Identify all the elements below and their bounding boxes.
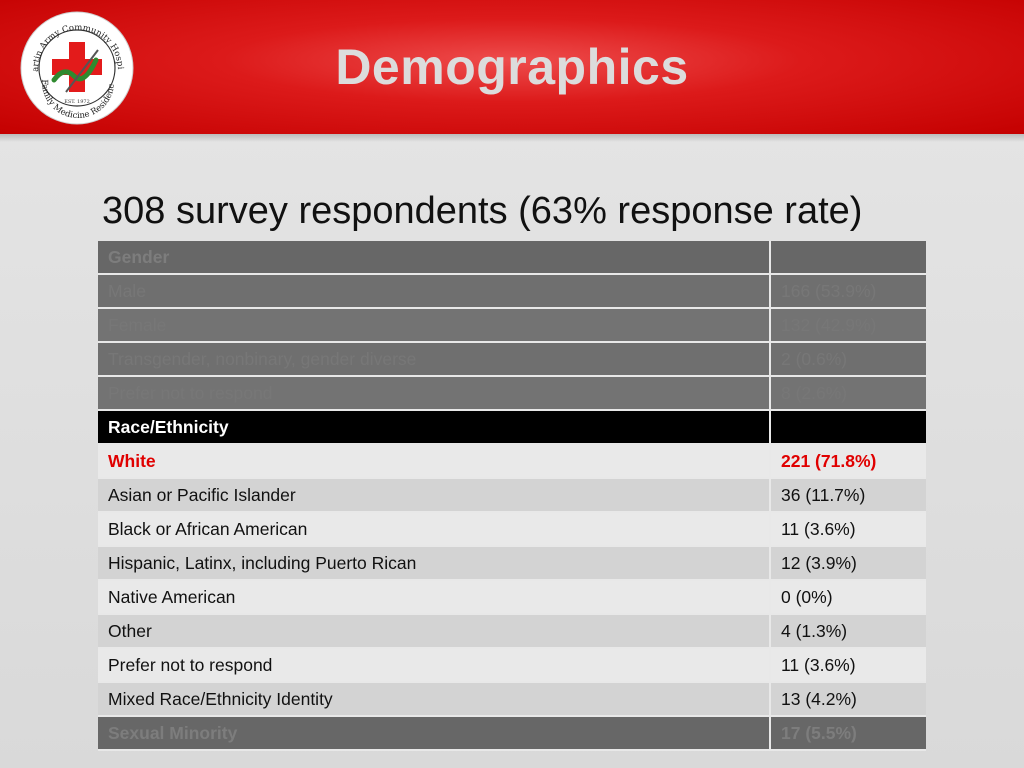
row-label: Hispanic, Latinx, including Puerto Rican bbox=[98, 547, 771, 579]
page-title: Demographics bbox=[335, 39, 689, 95]
row-label: Female bbox=[98, 309, 771, 341]
hospital-logo: Martin Army Community Hospital Family Me… bbox=[14, 3, 136, 126]
sexual-minority-value: 17 (5.5%) bbox=[771, 717, 926, 749]
table-row: Prefer not to respond 8 (2.6%) bbox=[98, 377, 926, 411]
row-value: 8 (2.6%) bbox=[771, 377, 926, 409]
row-label: Black or African American bbox=[98, 513, 771, 545]
table-row: Male 166 (53.9%) bbox=[98, 275, 926, 309]
row-label: White bbox=[98, 445, 771, 477]
row-label: Other bbox=[98, 615, 771, 647]
gender-header-row: Gender bbox=[98, 241, 926, 275]
gender-header-value bbox=[771, 241, 926, 273]
race-header-value bbox=[771, 411, 926, 443]
header-shadow bbox=[0, 134, 1024, 142]
table-row-highlighted: White 221 (71.8%) bbox=[98, 445, 926, 479]
row-label: Male bbox=[98, 275, 771, 307]
row-value: 36 (11.7%) bbox=[771, 479, 926, 511]
row-label: Mixed Race/Ethnicity Identity bbox=[98, 683, 771, 715]
gender-header: Gender bbox=[98, 241, 771, 273]
table-row: Native American 0 (0%) bbox=[98, 581, 926, 615]
sexual-minority-row: Sexual Minority 17 (5.5%) bbox=[98, 717, 926, 751]
table-row: Female 132 (42.9%) bbox=[98, 309, 926, 343]
row-value: 11 (3.6%) bbox=[771, 649, 926, 681]
row-value: 13 (4.2%) bbox=[771, 683, 926, 715]
race-header-row: Race/Ethnicity bbox=[98, 411, 926, 445]
survey-summary: 308 survey respondents (63% response rat… bbox=[102, 190, 863, 232]
table-row: Prefer not to respond 11 (3.6%) bbox=[98, 649, 926, 683]
table-row: Black or African American 11 (3.6%) bbox=[98, 513, 926, 547]
row-label: Native American bbox=[98, 581, 771, 613]
table-row: Mixed Race/Ethnicity Identity 13 (4.2%) bbox=[98, 683, 926, 717]
row-value: 4 (1.3%) bbox=[771, 615, 926, 647]
row-label: Asian or Pacific Islander bbox=[98, 479, 771, 511]
row-value: 132 (42.9%) bbox=[771, 309, 926, 341]
row-value: 12 (3.9%) bbox=[771, 547, 926, 579]
table-row: Other 4 (1.3%) bbox=[98, 615, 926, 649]
table-row: Transgender, nonbinary, gender diverse 2… bbox=[98, 343, 926, 377]
row-value: 11 (3.6%) bbox=[771, 513, 926, 545]
header-banner bbox=[0, 0, 1024, 134]
row-value: 2 (0.6%) bbox=[771, 343, 926, 375]
race-header: Race/Ethnicity bbox=[98, 411, 771, 443]
logo-est: EST. 1972 bbox=[64, 99, 90, 105]
demographics-table: Gender Male 166 (53.9%) Female 132 (42.9… bbox=[98, 241, 926, 751]
sexual-minority-label: Sexual Minority bbox=[98, 717, 771, 749]
row-value: 166 (53.9%) bbox=[771, 275, 926, 307]
row-label: Prefer not to respond bbox=[98, 649, 771, 681]
row-label: Transgender, nonbinary, gender diverse bbox=[98, 343, 771, 375]
row-label: Prefer not to respond bbox=[98, 377, 771, 409]
table-row: Hispanic, Latinx, including Puerto Rican… bbox=[98, 547, 926, 581]
row-value: 0 (0%) bbox=[771, 581, 926, 613]
table-row: Asian or Pacific Islander 36 (11.7%) bbox=[98, 479, 926, 513]
row-value: 221 (71.8%) bbox=[771, 445, 926, 477]
